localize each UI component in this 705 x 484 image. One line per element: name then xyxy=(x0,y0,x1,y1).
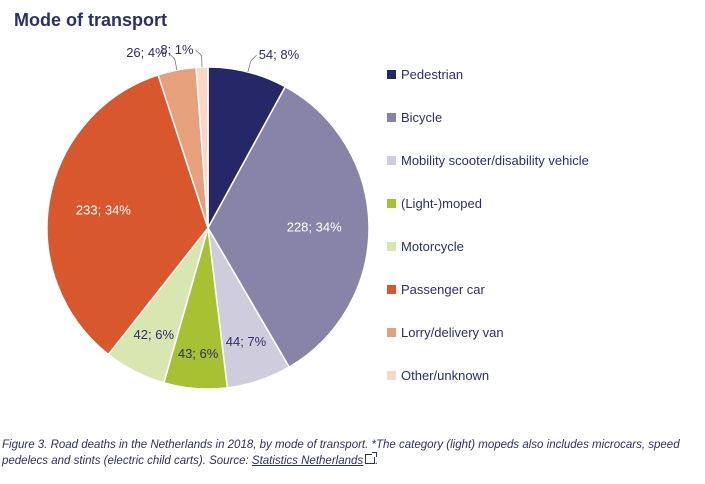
pie-slice-other-unknown xyxy=(195,66,209,229)
data-label-light-moped: 43; 6% xyxy=(178,346,219,361)
legend-swatch-lorry-delivery-van xyxy=(387,328,396,337)
source-link[interactable]: Statistics Netherlands xyxy=(251,455,364,467)
data-label-other-unknown: 8; 1% xyxy=(160,42,194,57)
legend-swatch-motorcycle xyxy=(387,242,396,251)
data-label-bicycle: 228; 34% xyxy=(287,220,342,235)
legend-label-mobility-scooter-disability-vehicle: Mobility scooter/disability vehicle xyxy=(401,153,589,168)
legend-swatch-other-unknown xyxy=(387,371,396,380)
leader-line-pedestrian xyxy=(247,54,257,73)
legend-label-light-moped: (Light-)moped xyxy=(401,196,482,211)
legend: Pedestrian Bicycle Mobility scooter/disabi… xyxy=(387,67,589,383)
legend-label-lorry-delivery-van: Lorry/delivery van xyxy=(401,325,504,340)
data-label-lorry-delivery-van: 26; 4% xyxy=(126,45,167,60)
legend-swatch-bicycle xyxy=(387,113,396,122)
data-label-pedestrian: 54; 8% xyxy=(259,47,300,62)
pie-chart: 54; 8% 228; 34% 44; 7% 43; 6%42; 6% 233; 34%… xyxy=(46,42,589,390)
chart-title: Mode of transport xyxy=(14,10,167,30)
leader-line-other-unknown xyxy=(195,49,203,68)
data-label-mobility-scooter-disability-vehicle: 44; 7% xyxy=(226,334,267,349)
legend-swatch-passenger-car xyxy=(387,285,396,294)
legend-label-motorcycle: Motorcycle xyxy=(401,239,464,254)
legend-label-pedestrian: Pedestrian xyxy=(401,67,463,82)
figure-caption: Figure 3. Road deaths in the Netherlands… xyxy=(2,437,702,469)
pie-slice-passenger-car xyxy=(46,73,209,356)
legend-swatch-mobility-scooter-disability-vehicle xyxy=(387,156,396,165)
pie-slice-bicycle xyxy=(207,85,370,369)
data-label-passenger-car: 233; 34% xyxy=(76,202,131,217)
legend-label-bicycle: Bicycle xyxy=(401,110,442,125)
data-label-motorcycle: 42; 6% xyxy=(134,327,175,342)
data-labels: 54; 8% 228; 34% 44; 7% 43; 6%42; 6% 233; 34%… xyxy=(76,42,342,361)
caption-end: . xyxy=(375,455,379,467)
external-link-icon xyxy=(365,452,378,464)
legend-label-passenger-car: Passenger car xyxy=(401,282,485,297)
legend-swatch-light-moped xyxy=(387,199,396,208)
leader-lines xyxy=(168,49,257,73)
pie-slices xyxy=(46,66,370,390)
legend-label-other-unknown: Other/unknown xyxy=(401,368,489,383)
leader-line-lorry-delivery-van xyxy=(168,52,178,71)
legend-swatch-pedestrian xyxy=(387,70,396,79)
caption-text: Figure 3. Road deaths in the Netherlands… xyxy=(2,439,680,467)
